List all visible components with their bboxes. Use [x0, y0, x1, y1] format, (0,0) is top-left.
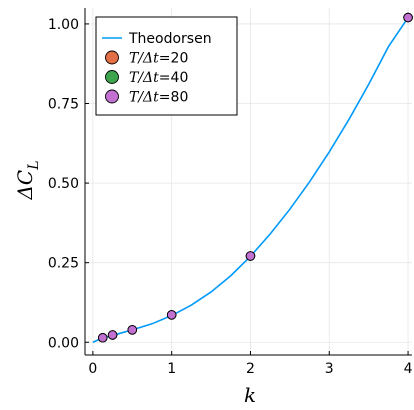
legend-label-value: 40	[171, 70, 189, 86]
legend-label: T/Δt=40	[129, 70, 188, 86]
x-tick-label: 0	[88, 361, 97, 377]
legend-label: T/Δt=20	[129, 51, 188, 67]
x-tick-label: 4	[404, 361, 413, 377]
y-axis-label: ΔCL	[13, 160, 42, 200]
legend-box	[95, 16, 238, 116]
legend-label-math: T/Δt=	[129, 70, 171, 86]
svg-text:ΔCL: ΔCL	[13, 160, 42, 200]
y-tick-label: 1.00	[48, 17, 79, 33]
plot-frame	[84, 8, 412, 356]
data-point-series-3	[97, 333, 108, 343]
y-tick-label: 0.50	[48, 176, 79, 192]
x-tick-label: 2	[246, 361, 255, 377]
data-point-series-3	[166, 310, 177, 320]
y-tick-label: 0.75	[48, 97, 79, 113]
legend-label-math: T/Δt=	[129, 90, 171, 106]
data-point-series-3	[403, 12, 413, 23]
data-point-series-3	[245, 251, 256, 261]
y-tick-label: 0.25	[48, 256, 79, 272]
x-tick-label: 3	[325, 361, 334, 377]
legend-marker-swatch	[105, 70, 119, 84]
data-points	[97, 12, 413, 343]
legend-label-value: 80	[171, 90, 189, 106]
legend-label-value: 20	[171, 51, 189, 67]
legend-label: T/Δt=80	[129, 90, 188, 106]
theodorsen-curve	[92, 17, 409, 344]
tick-labels: 0 1 2 3 4 0.00 0.25 0.50 0.75 1.00	[48, 17, 413, 377]
data-point-series-3	[107, 330, 118, 340]
y-tick-label: 0.00	[48, 335, 79, 351]
legend-marker-swatch	[105, 50, 119, 65]
legend-marker-swatch	[105, 89, 119, 104]
x-tick-label: 1	[167, 361, 176, 377]
theodorsen-curve-group	[92, 17, 409, 344]
data-point-series-3	[127, 325, 138, 335]
y-axis-label-sub: L	[26, 160, 42, 170]
y-axis-label-main: ΔC	[13, 170, 37, 201]
x-axis-label: k	[244, 383, 256, 407]
legend-label-math: T/Δt=	[129, 51, 171, 67]
legend-label: Theodorsen	[128, 31, 212, 47]
